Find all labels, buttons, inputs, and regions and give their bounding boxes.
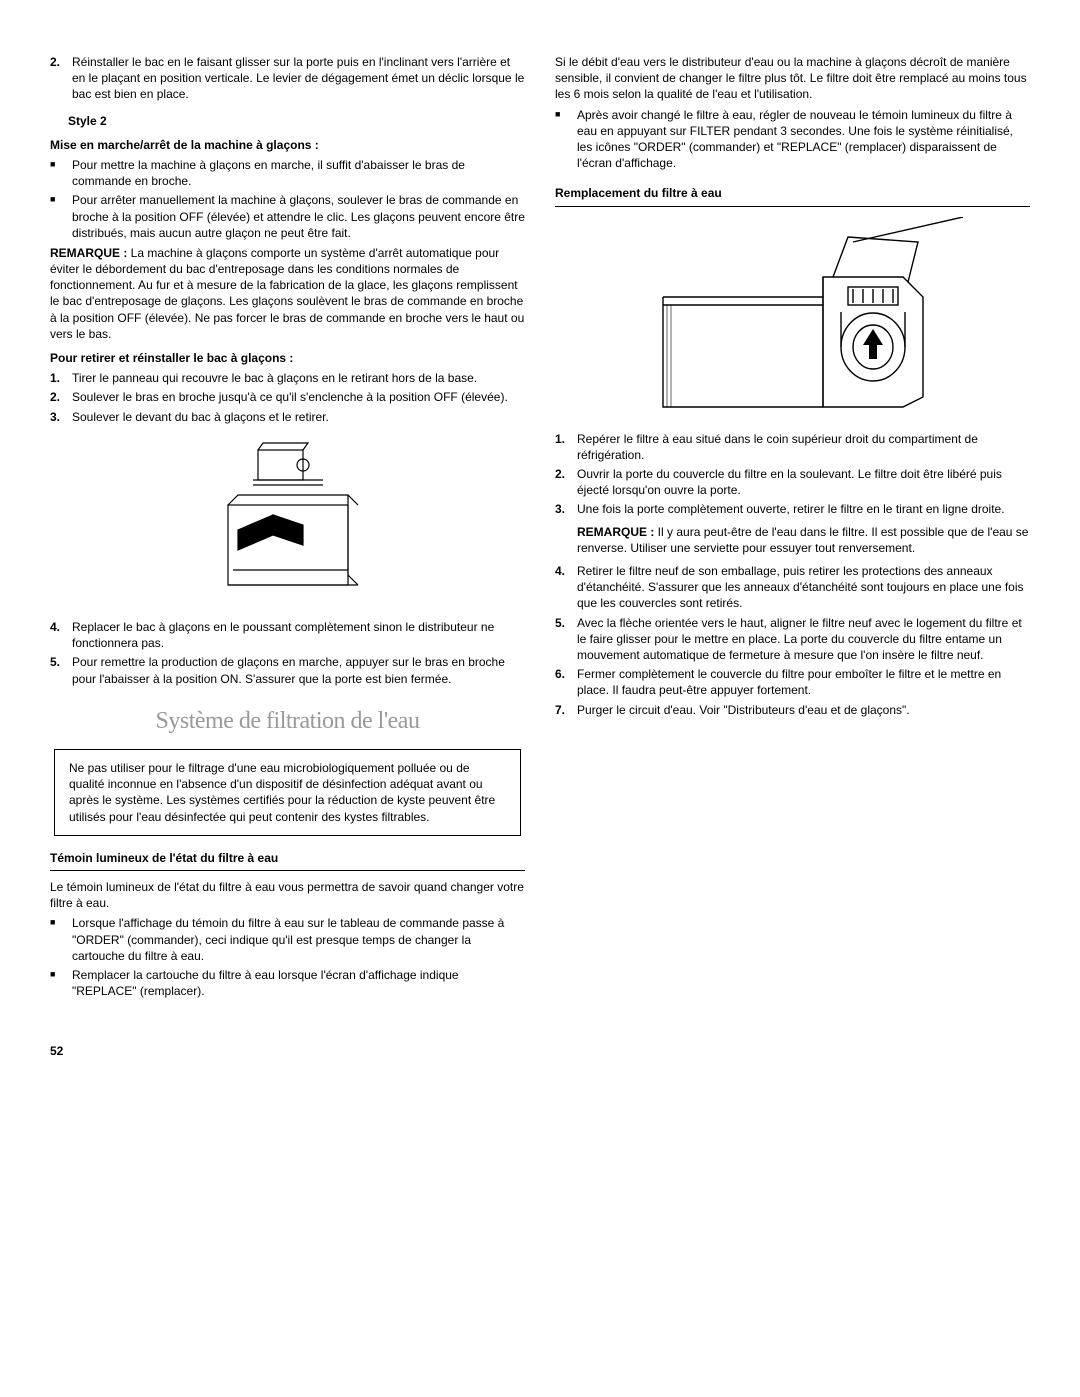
section-title-filtration: Système de filtration de l'eau — [50, 705, 525, 737]
remarque-2: REMARQUE : Il y aura peut-être de l'eau … — [577, 524, 1030, 556]
step-text: Réinstaller le bac en le faisant glisser… — [72, 54, 525, 103]
warning-box: Ne pas utiliser pour le filtrage d'une e… — [54, 749, 521, 836]
list-item: Lorsque l'affichage du témoin du filtre … — [50, 915, 525, 964]
ice-bin-figure — [50, 435, 525, 609]
list-item: 3.Soulever le devant du bac à glaçons et… — [50, 409, 525, 425]
list-item: Remplacer la cartouche du filtre à eau l… — [50, 967, 525, 999]
temoin-list: Lorsque l'affichage du témoin du filtre … — [50, 915, 525, 999]
filter-figure — [555, 217, 1030, 421]
list-item: 5.Pour remettre la production de glaçons… — [50, 654, 525, 686]
list-item: Pour arrêter manuellement la machine à g… — [50, 192, 525, 241]
list-item: 3. Une fois la porte complètement ouvert… — [555, 501, 1030, 560]
style-2-label: Style 2 — [68, 113, 525, 129]
intro-para: Si le débit d'eau vers le distributeur d… — [555, 54, 1030, 103]
list-item: 4.Retirer le filtre neuf de son emballag… — [555, 563, 1030, 612]
heading-temoin: Témoin lumineux de l'état du filtre à ea… — [50, 850, 525, 866]
temoin-para: Le témoin lumineux de l'état du filtre à… — [50, 879, 525, 911]
reinstall-list: 2.Réinstaller le bac en le faisant gliss… — [50, 54, 525, 103]
list-item: 4.Replacer le bac à glaçons en le poussa… — [50, 619, 525, 651]
list-item: 2.Réinstaller le bac en le faisant gliss… — [50, 54, 525, 103]
left-column: 2.Réinstaller le bac en le faisant gliss… — [50, 50, 525, 1003]
list-item: 2.Ouvrir la porte du couvercle du filtre… — [555, 466, 1030, 498]
heading-marche: Mise en marche/arrêt de la machine à gla… — [50, 137, 525, 153]
divider — [50, 870, 525, 871]
marche-list: Pour mettre la machine à glaçons en marc… — [50, 157, 525, 241]
page-number: 52 — [50, 1043, 1030, 1059]
retirer-list-2: 4.Replacer le bac à glaçons en le poussa… — [50, 619, 525, 687]
list-item: Pour mettre la machine à glaçons en marc… — [50, 157, 525, 189]
list-item: 1.Repérer le filtre à eau situé dans le … — [555, 431, 1030, 463]
list-item: 6.Fermer complètement le couvercle du fi… — [555, 666, 1030, 698]
list-item: Après avoir changé le filtre à eau, régl… — [555, 107, 1030, 172]
right-column: Si le débit d'eau vers le distributeur d… — [555, 50, 1030, 1003]
list-item: 1.Tirer le panneau qui recouvre le bac à… — [50, 370, 525, 386]
list-item: 7.Purger le circuit d'eau. Voir "Distrib… — [555, 702, 1030, 718]
reset-list: Après avoir changé le filtre à eau, régl… — [555, 107, 1030, 172]
retirer-list: 1.Tirer le panneau qui recouvre le bac à… — [50, 370, 525, 425]
heading-remplacement: Remplacement du filtre à eau — [555, 185, 1030, 201]
heading-retirer: Pour retirer et réinstaller le bac à gla… — [50, 350, 525, 366]
remarque-1: REMARQUE : La machine à glaçons comporte… — [50, 245, 525, 342]
list-item: 5.Avec la flèche orientée vers le haut, … — [555, 615, 1030, 664]
list-item: 2.Soulever le bras en broche jusqu'à ce … — [50, 389, 525, 405]
replace-steps: 1.Repérer le filtre à eau situé dans le … — [555, 431, 1030, 718]
divider — [555, 206, 1030, 207]
